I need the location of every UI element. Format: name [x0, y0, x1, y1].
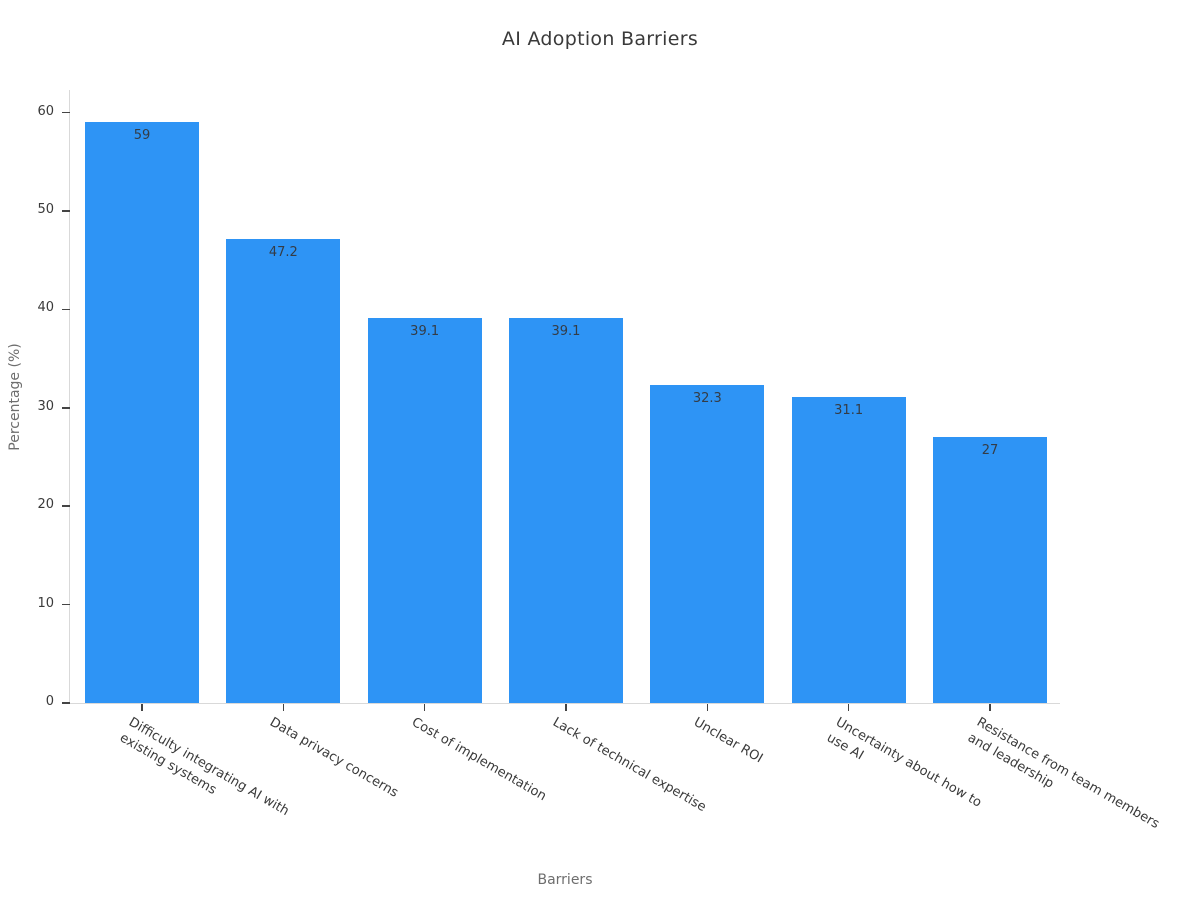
x-tick-label: Unclear ROI [691, 714, 766, 767]
y-tick-mark [62, 308, 70, 311]
bar [508, 318, 623, 703]
y-tick-mark [62, 210, 70, 212]
x-tick-label: Data privacy concerns [267, 714, 401, 801]
x-tick-mark [141, 704, 143, 711]
y-tick-label: 30 [37, 398, 54, 414]
bar-value-label: 32.3 [692, 391, 722, 407]
y-tick-mark [62, 407, 70, 409]
bar [85, 122, 199, 703]
bar [791, 396, 906, 703]
x-tick-label: Uncertainty about how to use AI [823, 714, 984, 811]
y-tick-label: 20 [37, 497, 54, 513]
x-tick-mark [989, 704, 991, 711]
x-tick-label: Lack of technical expertise [549, 714, 709, 816]
y-axis-spine [68, 90, 70, 703]
bar [932, 437, 1047, 703]
x-tick-label: Cost of implementation [408, 714, 549, 805]
bar-value-label: 59 [133, 128, 151, 144]
x-tick-mark [565, 704, 567, 711]
y-tick-label: 10 [37, 595, 54, 611]
y-tick-label: 40 [37, 300, 54, 316]
chart-title: AI Adoption Barriers [501, 28, 699, 50]
x-tick-mark [706, 704, 709, 711]
bar [367, 318, 482, 703]
bar-value-label: 31.1 [834, 402, 864, 418]
bar-value-label: 39.1 [410, 324, 440, 340]
y-tick-mark [62, 505, 70, 507]
y-tick-label: 60 [37, 103, 54, 119]
bar [226, 238, 341, 703]
x-tick-label: Difficulty integrating AI with existing … [116, 714, 292, 820]
x-axis-spine [70, 703, 1060, 704]
x-tick-label: Resistance from team members and leaders… [964, 714, 1162, 832]
bar-value-label: 39.1 [551, 324, 581, 340]
y-tick-label: 0 [45, 694, 54, 709]
bar-value-label: 27 [981, 443, 999, 459]
bar-value-label: 47.2 [268, 244, 298, 260]
y-tick-mark [62, 603, 70, 606]
bar [650, 385, 765, 703]
y-tick-label: 50 [37, 202, 54, 218]
y-tick-mark [62, 702, 70, 704]
x-tick-mark [282, 704, 285, 711]
x-tick-mark [847, 704, 850, 711]
x-tick-mark [423, 704, 426, 711]
y-tick-mark [62, 111, 70, 114]
y-axis-title: Percentage (%) [7, 343, 23, 451]
x-axis-title: Barriers [537, 872, 593, 888]
